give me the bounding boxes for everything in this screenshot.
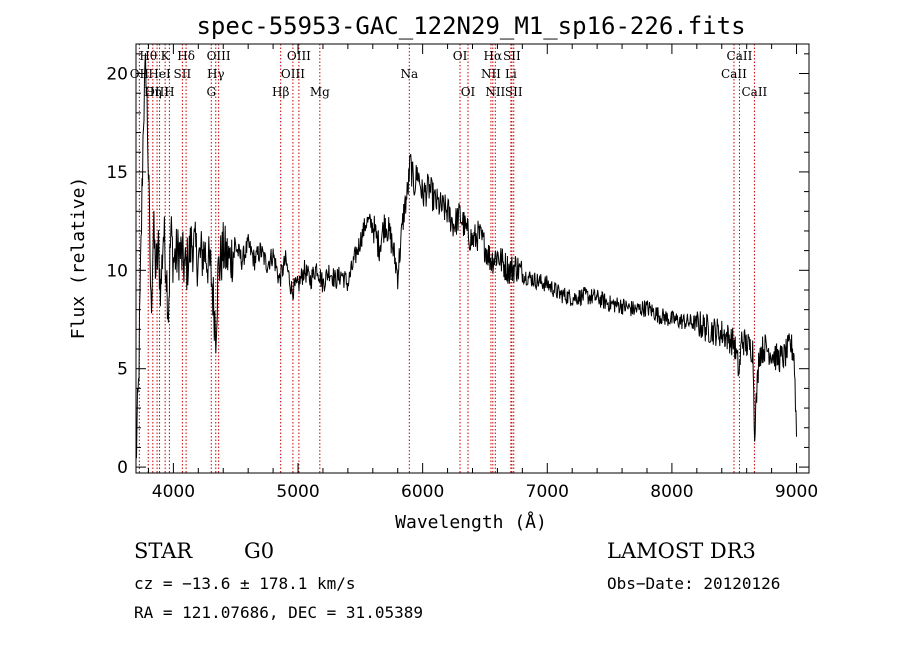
spectral-line-label: SII — [174, 67, 192, 81]
spectrum-series — [135, 53, 797, 459]
y-tick-label: 20 — [106, 65, 128, 85]
spectral-line-label: Na — [400, 67, 418, 81]
axis-ticks: 4000 5000 6000 7000 8000 9000 0 5 10 15 20 — [106, 44, 818, 502]
spectral-line-label: OIII — [281, 67, 305, 81]
spectral-line-label: Li — [505, 67, 517, 81]
spectrum-line — [135, 53, 797, 459]
coordinates: RA = 121.07686, DEC = 31.05389 — [134, 603, 423, 622]
x-tick-label: 8000 — [650, 482, 693, 502]
x-tick-label: 4000 — [152, 482, 195, 502]
spectral-line-label: Hθ — [139, 49, 157, 63]
redshift-velocity: cz = −13.6 ± 178.1 km/s — [134, 574, 356, 593]
survey-name: LAMOST DR3 — [607, 539, 756, 563]
object-subclass: G0 — [244, 539, 275, 563]
spectral-line-label: G — [206, 85, 216, 99]
x-tick-label: 6000 — [401, 482, 444, 502]
x-axis-label: Wavelength (Å) — [395, 511, 547, 533]
spectral-line-label: CaII — [727, 49, 753, 63]
y-tick-label: 10 — [106, 261, 128, 281]
observation-date: Obs−Date: 20120126 — [607, 574, 781, 593]
spectral-line-label: OIII — [287, 49, 311, 63]
spectral-line-label: H — [164, 85, 174, 99]
spectral-line-label: CaII — [721, 67, 747, 81]
spectral-line-label: HeI — [148, 67, 171, 81]
chart-title: spec-55953-GAC_122N29_M1_sp16-226.fits — [196, 12, 745, 40]
y-tick-label: 5 — [117, 360, 128, 380]
x-tick-label: 7000 — [526, 482, 569, 502]
spectral-line-label: CaII — [741, 85, 767, 99]
y-tick-label: 15 — [106, 163, 128, 183]
y-axis-label: Flux (relative) — [68, 177, 89, 340]
spectral-line-label: NII — [485, 85, 505, 99]
spectral-line-label: Hβ — [272, 85, 289, 99]
spectral-line-label: Mg — [310, 85, 330, 99]
spectral-line-label: Hγ — [207, 67, 225, 81]
spectral-line-label: SII — [503, 49, 521, 63]
spectral-line-label: OI — [461, 85, 476, 99]
plot-frame — [135, 43, 810, 474]
spectral-line-label: SII — [505, 85, 523, 99]
spectral-line-label: OIII — [207, 49, 231, 63]
x-tick-label: 5000 — [276, 482, 319, 502]
spectral-line-label: OII — [130, 67, 150, 81]
y-tick-label: 0 — [117, 458, 128, 478]
object-class: STAR — [134, 539, 193, 563]
spectral-line-label: K — [161, 49, 171, 63]
spectral-line-label: OI — [453, 49, 468, 63]
spectral-line-label: Hα — [484, 49, 503, 63]
spectral-line-label: OIII — [145, 85, 169, 99]
x-tick-label: 9000 — [775, 482, 818, 502]
spectral-line-label: Hδ — [177, 49, 195, 63]
spectral-line-label: Hη — [144, 85, 162, 99]
spectral-line-label: NII — [481, 67, 501, 81]
